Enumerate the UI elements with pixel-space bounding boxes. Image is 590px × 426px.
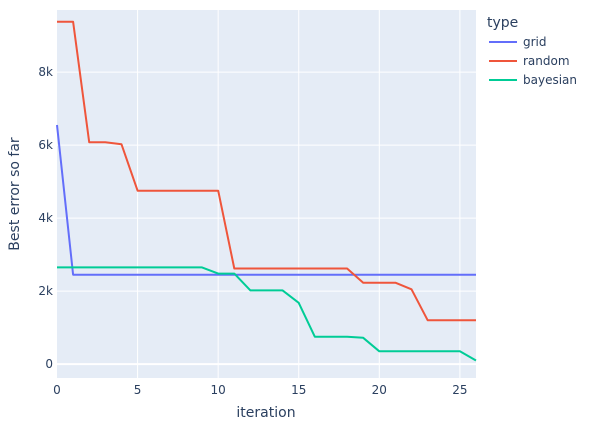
x-tick-label: 20 bbox=[372, 383, 387, 397]
x-axis-title: iteration bbox=[236, 405, 295, 421]
y-tick-label: 4k bbox=[38, 211, 53, 225]
y-tick-label: 8k bbox=[38, 65, 53, 79]
legend-label: grid bbox=[523, 35, 547, 49]
x-tick-label: 5 bbox=[134, 383, 142, 397]
legend-item-random[interactable]: random bbox=[489, 54, 570, 68]
grid-lines bbox=[57, 10, 476, 378]
legend-label: bayesian bbox=[523, 73, 577, 87]
series-line-grid[interactable] bbox=[56, 124, 476, 276]
plot-background bbox=[57, 10, 476, 378]
x-tick-label: 10 bbox=[211, 383, 226, 397]
series-line-random[interactable] bbox=[57, 20, 476, 322]
tick-labels: 0 5 10 15 20 25 0 2k 4k 6k 8k bbox=[38, 65, 467, 397]
y-tick-label: 2k bbox=[38, 284, 53, 298]
y-tick-label: 6k bbox=[38, 138, 53, 152]
x-tick-label: 0 bbox=[53, 383, 61, 397]
x-tick-label: 25 bbox=[452, 383, 467, 397]
y-tick-label: 0 bbox=[45, 357, 53, 371]
legend-item-bayesian[interactable]: bayesian bbox=[489, 73, 577, 87]
legend-label: random bbox=[523, 54, 570, 68]
legend-item-grid[interactable]: grid bbox=[489, 35, 547, 49]
legend-title: type bbox=[487, 15, 518, 31]
legend[interactable]: type grid random bayesian bbox=[487, 15, 577, 87]
x-tick-label: 15 bbox=[291, 383, 306, 397]
y-axis-title: Best error so far bbox=[7, 137, 23, 251]
series-lines bbox=[56, 20, 477, 362]
series-line-bayesian[interactable] bbox=[57, 266, 477, 362]
